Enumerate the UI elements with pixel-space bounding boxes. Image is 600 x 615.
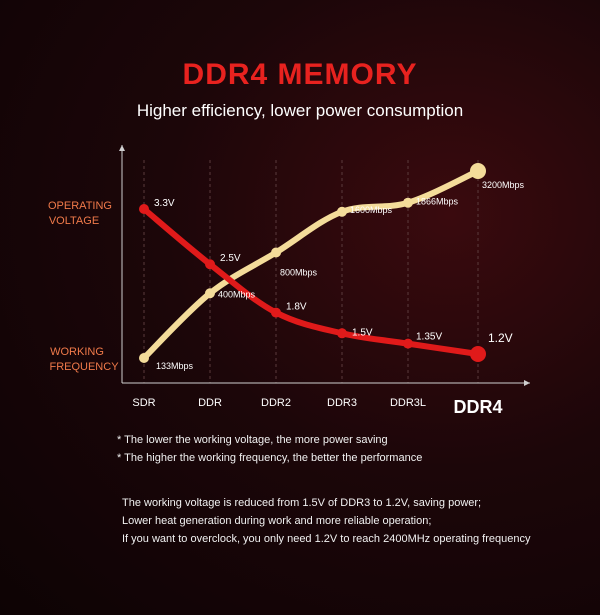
x-axis-arrow: [524, 380, 530, 386]
frequency-point-1: [205, 288, 215, 299]
frequency-label-5: 3200Mbps: [482, 180, 525, 190]
voltage-label-4: 1.35V: [416, 332, 442, 343]
voltage-point-4: [403, 338, 413, 349]
frequency-point-0: [139, 353, 149, 363]
frequency-label-0: 133Mbps: [156, 361, 194, 371]
x-tick-label-ddr4: DDR4: [453, 397, 502, 417]
x-tick-label-ddr3l: DDR3L: [390, 397, 426, 409]
y-label-frequency-line-2: FREQUENCY: [49, 361, 119, 373]
frequency-label-4: 1866Mbps: [416, 197, 459, 207]
x-tick-label-ddr3: DDR3: [327, 397, 357, 409]
voltage-point-5: [470, 346, 486, 362]
y-label-voltage-line-1: OPERATING: [48, 200, 112, 212]
y-label-voltage-line-2: VOLTAGE: [49, 215, 99, 227]
voltage-point-3: [337, 328, 347, 339]
description-paragraph: The working voltage is reduced from 1.5V…: [122, 494, 530, 548]
frequency-label-2: 800Mbps: [280, 268, 318, 278]
y-label-frequency-line-1: WORKING: [50, 346, 104, 358]
frequency-point-5: [470, 163, 486, 179]
frequency-label-1: 400Mbps: [218, 289, 256, 299]
voltage-label-1: 2.5V: [220, 253, 241, 264]
note-frequency: * The higher the working frequency, the …: [117, 452, 423, 464]
description-line-3: If you want to overclock, you only need …: [122, 533, 531, 545]
x-tick-label-ddr2: DDR2: [261, 397, 291, 409]
frequency-series-line: [141, 168, 481, 361]
voltage-point-1: [205, 259, 215, 270]
note-voltage: * The lower the working voltage, the mor…: [117, 434, 388, 446]
voltage-label-2: 1.8V: [286, 302, 307, 313]
frequency-label-3: 1600Mbps: [350, 205, 393, 215]
frequency-point-2: [271, 247, 281, 258]
voltage-point-0: [139, 204, 149, 214]
page-title: DDR4 MEMORY: [182, 58, 418, 91]
x-tick-label-ddr: DDR: [198, 397, 222, 409]
page-subtitle: Higher efficiency, lower power consumpti…: [136, 101, 464, 120]
notes-list: * The lower the working voltage, the mor…: [117, 431, 422, 467]
voltage-label-0: 3.3V: [154, 198, 175, 209]
description-line-2: Lower heat generation during work and mo…: [122, 515, 432, 527]
voltage-label-5: 1.2V: [488, 331, 513, 345]
y-axis-arrow: [119, 145, 125, 151]
voltage-label-3: 1.5V: [352, 327, 373, 338]
description-line-1: The working voltage is reduced from 1.5V…: [122, 497, 482, 509]
x-tick-label-sdr: SDR: [132, 397, 155, 409]
frequency-point-4: [403, 197, 413, 208]
frequency-point-3: [337, 206, 347, 217]
voltage-point-2: [271, 307, 281, 318]
